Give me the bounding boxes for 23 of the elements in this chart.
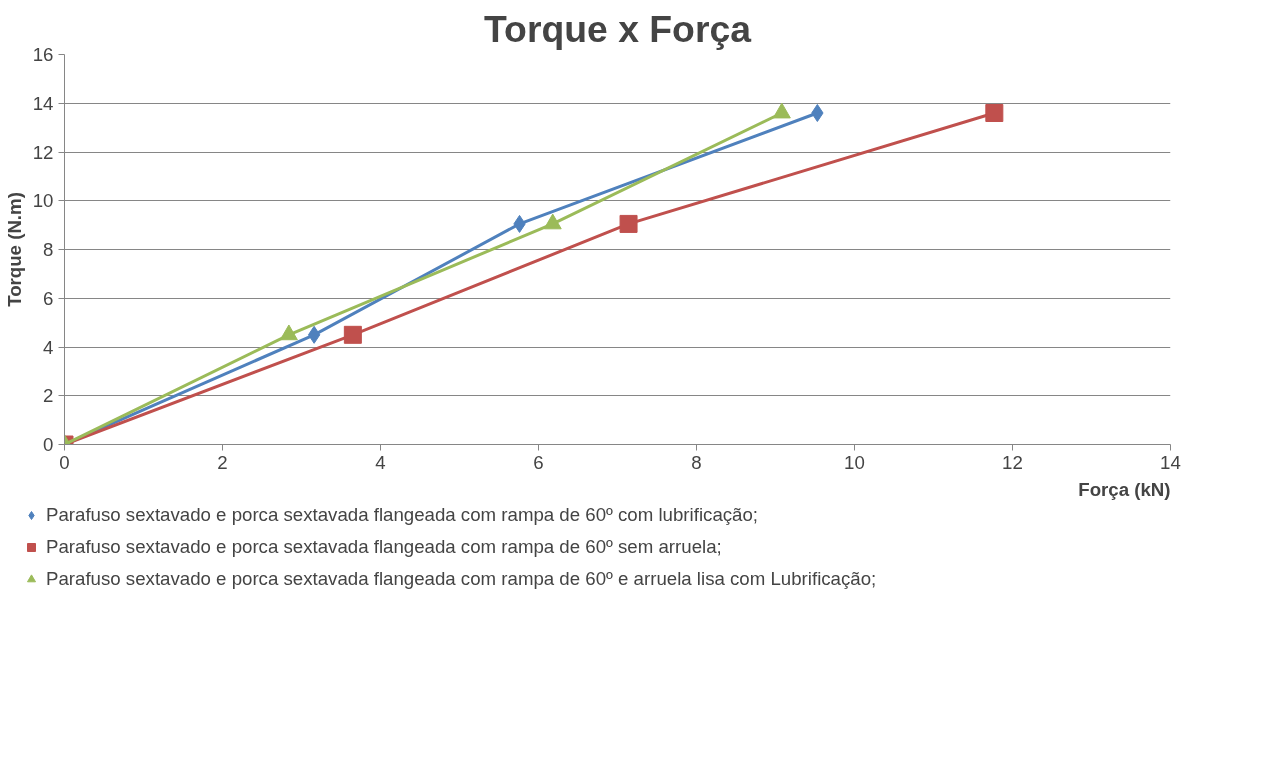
y-tick-label: 10 — [32, 190, 54, 212]
y-tick-label: 2 — [43, 385, 54, 407]
x-tick-label: 2 — [217, 451, 228, 473]
x-tick-label: 4 — [375, 451, 386, 473]
y-tick-label: 8 — [43, 239, 54, 260]
x-axis-title: Força (kN) — [1078, 478, 1171, 500]
y-tick-label: 4 — [43, 336, 54, 358]
y-axis-title: Torque (N.m) — [3, 192, 25, 307]
x-tick-label: 14 — [1160, 451, 1181, 473]
x-tick-label: 8 — [691, 451, 702, 473]
y-tick-label: 0 — [43, 434, 54, 455]
legend-label: Parafuso sextavado e porca sextavada flangeada com rampa de 60º com lubrificação; — [46, 504, 759, 526]
y-tick-label: 12 — [32, 141, 54, 163]
legend-label: Parafuso sextavado e porca sextavada flangeada com rampa de 60º sem arruela; — [46, 536, 722, 558]
y-tick-label: 6 — [43, 287, 54, 309]
legend-label: Parafuso sextavado e porca sextavada flangeada com rampa de 60º e arruela lisa com Lubrificação; — [46, 568, 877, 590]
x-tick-label: 0 — [59, 451, 70, 473]
y-tick-label: 16 — [32, 44, 54, 65]
chart-title: Torque x Força — [484, 7, 752, 50]
x-tick-label: 10 — [844, 451, 865, 473]
x-tick-label: 6 — [533, 451, 544, 473]
x-tick-label: 12 — [1002, 451, 1023, 473]
y-tick-label: 14 — [32, 92, 54, 114]
